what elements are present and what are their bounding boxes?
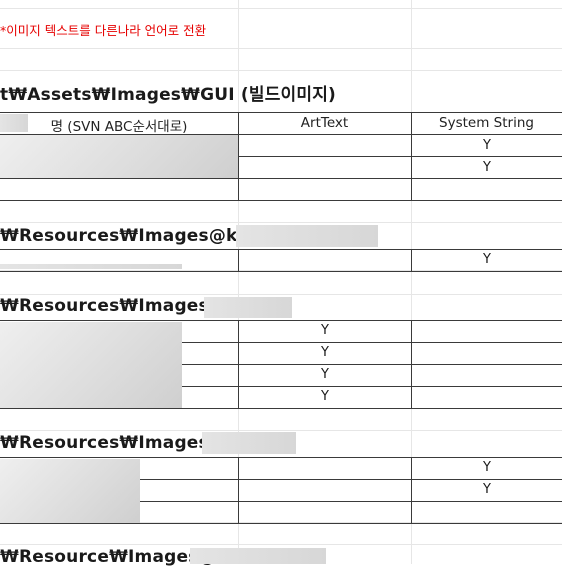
table-border (411, 249, 412, 271)
section-heading-4: ₩Resources₩Images@ (0, 433, 227, 453)
table-border (0, 178, 562, 179)
redacted-file-names (0, 135, 238, 178)
redacted-path (202, 432, 296, 454)
table-border (182, 386, 562, 387)
table-border (0, 134, 562, 135)
grid-row-line (0, 270, 562, 271)
table-border (238, 457, 239, 523)
table-border (238, 249, 239, 271)
table-border (182, 364, 562, 365)
table-border (411, 457, 412, 523)
table-border (238, 320, 239, 408)
arttext-mark: Y (321, 323, 329, 338)
table-border (238, 112, 239, 200)
table-border (140, 479, 562, 480)
system-string-mark: Y (483, 138, 491, 153)
arttext-mark: Y (321, 367, 329, 382)
redacted-file-name (0, 264, 182, 269)
redacted-file-names (0, 322, 182, 408)
table-border (140, 501, 562, 502)
section-heading-5: ₩Resource₩Images@ (0, 547, 216, 567)
section-heading-gui: t₩Assets₩Images₩GUI (빌드이미지) (0, 85, 337, 105)
system-string-mark: Y (483, 460, 491, 475)
table-border (411, 112, 412, 200)
grid-row-line (0, 48, 562, 49)
system-string-mark: Y (483, 482, 491, 497)
grid-row-line (0, 430, 562, 431)
redacted-file-names (0, 459, 140, 523)
grid-row-line (0, 544, 562, 545)
arttext-mark: Y (321, 345, 329, 360)
system-string-mark: Y (483, 252, 491, 267)
table-border (0, 271, 562, 272)
system-string-mark: Y (483, 160, 491, 175)
redacted-path (204, 297, 292, 318)
column-header-arttext: ArtText (300, 115, 349, 131)
table-border (0, 408, 562, 409)
column-header-name: 명 (SVN ABC순서대로) (50, 119, 188, 135)
translation-note: *이미지 텍스트를 다른나라 언어로 전환 (0, 23, 207, 38)
table-border (0, 249, 562, 250)
redacted-header-text (0, 114, 28, 132)
section-heading-3: ₩Resources₩Images@ (0, 296, 227, 316)
table-border (411, 320, 412, 408)
section-heading-kr: ₩Resources₩Images@kr₩ (0, 226, 266, 246)
table-border (0, 320, 562, 321)
grid-row-line (0, 8, 562, 9)
redacted-path (190, 548, 326, 564)
table-border (182, 342, 562, 343)
grid-row-line (0, 522, 562, 523)
grid-row-line (0, 70, 562, 71)
table-border (0, 200, 562, 201)
grid-row-line (0, 222, 562, 223)
column-header-system-string: System String (439, 115, 534, 131)
grid-row-line (0, 294, 562, 295)
table-border (0, 112, 562, 113)
table-border (238, 156, 562, 157)
grid-column-line (411, 0, 412, 564)
table-border (0, 523, 562, 524)
redacted-path (236, 225, 378, 247)
table-border (0, 457, 562, 458)
grid-column-line (238, 0, 239, 564)
arttext-mark: Y (321, 389, 329, 404)
